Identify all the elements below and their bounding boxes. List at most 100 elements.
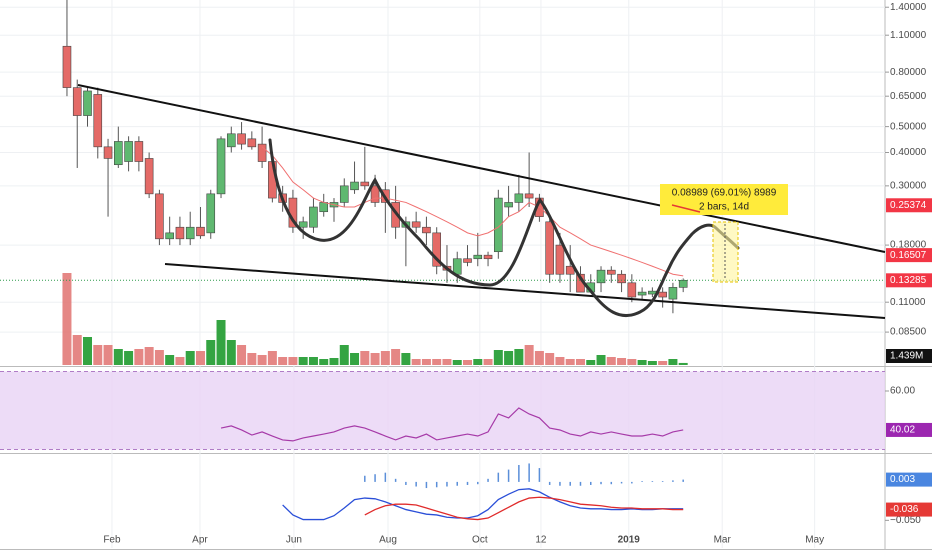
volume-bar <box>565 359 575 365</box>
volume-bar <box>93 345 103 365</box>
candle-body <box>596 269 606 284</box>
x-tick-label: May <box>805 535 824 546</box>
volume-bar <box>370 353 380 365</box>
volume-bar <box>237 345 247 365</box>
histogram-bar <box>579 481 582 486</box>
volume-bar <box>617 358 627 365</box>
volume-bar <box>637 360 647 365</box>
volume-bar <box>586 360 596 365</box>
volume-bar <box>555 357 565 365</box>
candle-body <box>103 146 113 159</box>
candle-body <box>237 133 246 145</box>
volume-bar <box>452 360 462 365</box>
y-tick-label: 1.10000 <box>890 30 927 41</box>
volume-bar <box>319 359 329 365</box>
candle-body <box>339 185 349 203</box>
volume-bar <box>257 355 267 365</box>
histogram-bar <box>590 481 592 485</box>
histogram-bar <box>538 468 541 482</box>
histogram-bar <box>610 481 613 485</box>
measure-label-box <box>660 184 788 215</box>
volume-bar <box>463 360 473 365</box>
candle-body <box>514 193 524 203</box>
measure-text: 2 bars, 14d <box>699 202 749 213</box>
volume-label-bg <box>886 349 932 363</box>
candle-body <box>494 197 503 253</box>
candle-body <box>668 287 678 300</box>
volume-bar <box>678 362 688 365</box>
candle-body <box>432 232 441 267</box>
volume-bar <box>329 358 339 365</box>
volume-bar <box>308 357 318 365</box>
volume-bar <box>575 359 585 365</box>
candle-body <box>319 202 329 213</box>
macd-line <box>364 496 684 521</box>
y-tick-label: 0.50000 <box>890 121 927 132</box>
volume-bar <box>298 357 308 365</box>
candle-body <box>247 138 257 148</box>
candle-body <box>555 244 565 275</box>
volume-bar <box>401 353 411 365</box>
rsi-line <box>220 407 684 442</box>
x-tick-label: Apr <box>192 535 208 546</box>
macd-label-bg <box>886 472 932 487</box>
candle-body <box>144 158 154 195</box>
histogram-bar <box>548 481 551 485</box>
volume-bar <box>391 349 401 365</box>
volume-bar <box>154 350 164 365</box>
volume-bar <box>247 353 257 365</box>
histogram-bar <box>394 478 397 482</box>
volume-bar <box>124 351 134 365</box>
y-tick-label: 0.18000 <box>890 240 927 251</box>
histogram-bar <box>661 481 664 482</box>
candle-body <box>72 87 82 116</box>
y-tick-label: 0.11000 <box>890 297 926 308</box>
candle-body <box>606 269 616 275</box>
histogram-bar <box>682 479 684 482</box>
candle-body <box>483 254 493 260</box>
y-tick-label: 1.40000 <box>890 2 927 13</box>
volume-label: 1.439M <box>890 351 923 362</box>
histogram-bar <box>631 481 633 484</box>
x-tick-label: Jun <box>286 535 302 546</box>
candle-body <box>62 45 72 88</box>
candle-body <box>309 206 318 228</box>
last-price-label-bg <box>886 273 932 288</box>
x-tick-label: Aug <box>379 535 397 546</box>
volume-bar <box>380 351 390 365</box>
volume-bar <box>473 359 483 365</box>
histogram-bar <box>456 481 458 486</box>
rsi-label: 40.02 <box>890 425 915 436</box>
y-tick-label: 60.00 <box>890 386 915 397</box>
volume-bar <box>206 340 216 365</box>
trendline-upper <box>77 84 886 253</box>
rsi-label-bg <box>886 422 932 437</box>
candle-body <box>216 138 226 195</box>
candle-body <box>165 232 174 240</box>
candle-body <box>124 141 133 162</box>
candle-body <box>175 226 185 240</box>
x-tick-label: 2019 <box>618 535 641 546</box>
volume-bar <box>62 273 72 365</box>
rsi-band <box>0 371 885 450</box>
y-tick-label: 0.08500 <box>890 327 927 338</box>
volume-bar <box>175 357 185 365</box>
histogram-bar <box>559 481 561 486</box>
volume-bar <box>278 357 288 365</box>
histogram-bar <box>446 481 448 487</box>
volume-bar <box>216 320 226 365</box>
volume-bar <box>411 359 421 365</box>
histogram-bar <box>425 481 428 489</box>
volume-bar <box>483 359 493 365</box>
hand-drawn-curve <box>268 138 740 318</box>
volume-bar <box>606 357 616 365</box>
x-tick-label: 12 <box>535 535 547 546</box>
drawings: 0.08989 (69.01%) 8989 2 bars, 14d <box>77 84 886 319</box>
volume-bar <box>72 335 82 365</box>
measure-text: 0.08989 (69.01%) 8989 <box>672 188 777 199</box>
histogram-bar <box>477 481 479 485</box>
histogram-bar <box>518 464 520 482</box>
volume-bar <box>103 345 113 365</box>
